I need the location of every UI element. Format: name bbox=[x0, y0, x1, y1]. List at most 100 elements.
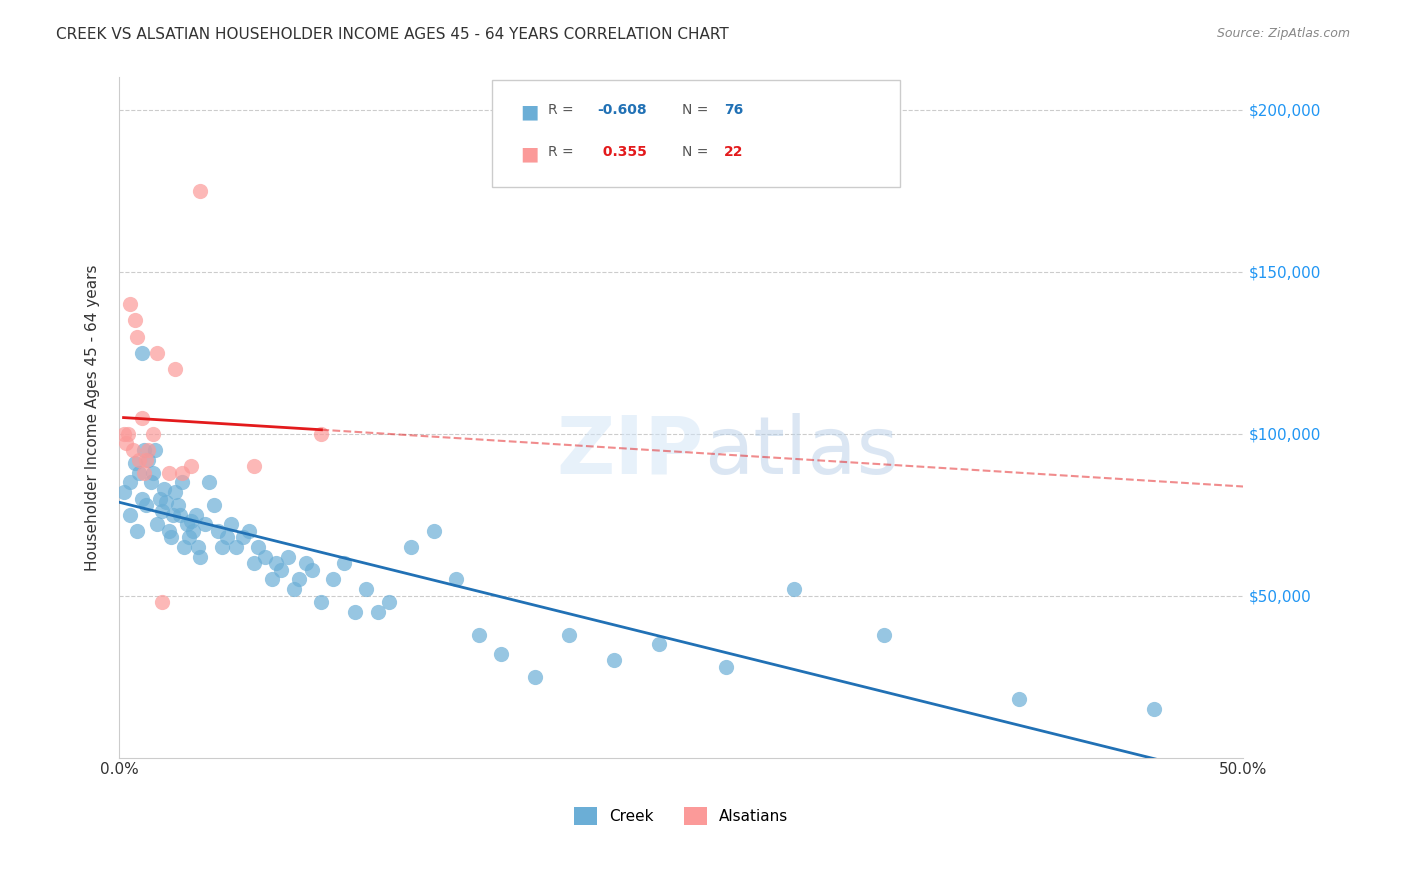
Point bbox=[120, 508, 142, 522]
Point bbox=[180, 514, 202, 528]
Point bbox=[180, 459, 202, 474]
Point bbox=[254, 549, 277, 564]
Point bbox=[125, 329, 148, 343]
Point bbox=[301, 563, 323, 577]
Point bbox=[173, 540, 195, 554]
Point bbox=[1007, 692, 1029, 706]
Point bbox=[232, 530, 254, 544]
Point bbox=[120, 297, 142, 311]
Point bbox=[288, 573, 311, 587]
Point bbox=[311, 595, 333, 609]
Text: -0.608: -0.608 bbox=[598, 103, 647, 117]
Point bbox=[558, 627, 581, 641]
Point bbox=[112, 426, 135, 441]
Point bbox=[294, 556, 316, 570]
Text: 0.355: 0.355 bbox=[598, 145, 647, 159]
Point bbox=[202, 498, 225, 512]
Point bbox=[114, 436, 136, 450]
Point bbox=[125, 524, 148, 538]
Point bbox=[446, 573, 468, 587]
Point bbox=[132, 466, 155, 480]
Point bbox=[207, 524, 229, 538]
Point bbox=[344, 605, 367, 619]
Point bbox=[716, 660, 738, 674]
Point bbox=[142, 426, 165, 441]
Point bbox=[146, 517, 169, 532]
Text: R =: R = bbox=[548, 145, 578, 159]
Y-axis label: Householder Income Ages 45 - 64 years: Householder Income Ages 45 - 64 years bbox=[86, 264, 100, 571]
Text: 22: 22 bbox=[724, 145, 744, 159]
Point bbox=[169, 508, 191, 522]
Point bbox=[177, 530, 200, 544]
Point bbox=[188, 184, 211, 198]
Text: ■: ■ bbox=[520, 103, 538, 121]
Point bbox=[120, 475, 142, 490]
Point bbox=[367, 605, 389, 619]
Point bbox=[468, 627, 491, 641]
Point bbox=[143, 442, 166, 457]
Text: ZIP: ZIP bbox=[557, 412, 704, 491]
Point bbox=[139, 475, 162, 490]
Point bbox=[283, 582, 305, 597]
Text: R =: R = bbox=[548, 103, 578, 117]
Point bbox=[136, 442, 159, 457]
Point bbox=[157, 466, 180, 480]
Text: ■: ■ bbox=[520, 145, 538, 163]
Point bbox=[243, 459, 266, 474]
Point bbox=[124, 313, 146, 327]
Point bbox=[648, 637, 671, 651]
Point bbox=[176, 517, 198, 532]
Point bbox=[603, 653, 626, 667]
Point bbox=[181, 524, 204, 538]
Point bbox=[266, 556, 288, 570]
Point bbox=[166, 498, 188, 512]
Point bbox=[277, 549, 299, 564]
Text: CREEK VS ALSATIAN HOUSEHOLDER INCOME AGES 45 - 64 YEARS CORRELATION CHART: CREEK VS ALSATIAN HOUSEHOLDER INCOME AGE… bbox=[56, 27, 728, 42]
Point bbox=[157, 524, 180, 538]
Point bbox=[165, 485, 187, 500]
Point bbox=[225, 540, 247, 554]
Point bbox=[872, 627, 894, 641]
Point bbox=[159, 530, 181, 544]
Point bbox=[491, 647, 513, 661]
Point bbox=[184, 508, 207, 522]
Point bbox=[153, 482, 176, 496]
Point bbox=[221, 517, 243, 532]
Point bbox=[135, 452, 157, 467]
Point bbox=[401, 540, 423, 554]
Point bbox=[524, 670, 547, 684]
Point bbox=[783, 582, 806, 597]
Point bbox=[193, 517, 215, 532]
Point bbox=[128, 452, 150, 467]
Point bbox=[356, 582, 378, 597]
Text: N =: N = bbox=[682, 103, 713, 117]
Point bbox=[142, 466, 165, 480]
Point bbox=[1142, 702, 1164, 716]
Point bbox=[128, 466, 150, 480]
Point bbox=[270, 563, 292, 577]
Point bbox=[136, 452, 159, 467]
Point bbox=[188, 549, 211, 564]
Text: 76: 76 bbox=[724, 103, 744, 117]
Text: atlas: atlas bbox=[704, 412, 898, 491]
Point bbox=[150, 504, 173, 518]
Point bbox=[131, 345, 153, 359]
Text: Source: ZipAtlas.com: Source: ZipAtlas.com bbox=[1216, 27, 1350, 40]
Point bbox=[131, 491, 153, 506]
Point bbox=[132, 442, 155, 457]
Point bbox=[155, 494, 177, 508]
Point bbox=[170, 466, 193, 480]
Point bbox=[131, 410, 153, 425]
Point bbox=[170, 475, 193, 490]
Point bbox=[378, 595, 401, 609]
Point bbox=[112, 485, 135, 500]
Point bbox=[117, 426, 139, 441]
Point bbox=[238, 524, 260, 538]
Point bbox=[198, 475, 221, 490]
Legend: Creek, Alsatians: Creek, Alsatians bbox=[568, 801, 794, 831]
Point bbox=[260, 573, 283, 587]
Point bbox=[311, 426, 333, 441]
Point bbox=[135, 498, 157, 512]
Point bbox=[165, 362, 187, 376]
Point bbox=[148, 491, 170, 506]
